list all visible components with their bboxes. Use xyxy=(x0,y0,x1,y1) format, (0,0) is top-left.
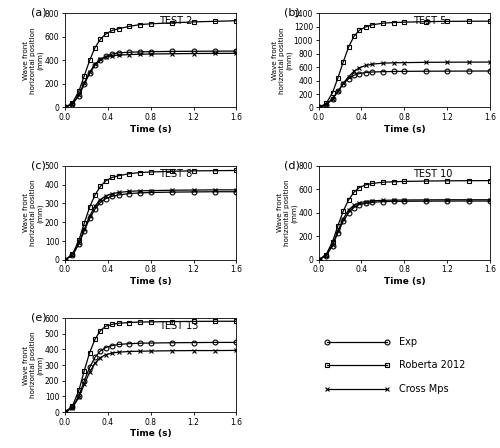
Text: (d): (d) xyxy=(284,160,300,170)
Y-axis label: Wave front
horizontal position
(mm): Wave front horizontal position (mm) xyxy=(23,332,44,398)
X-axis label: Time (s): Time (s) xyxy=(384,125,425,134)
X-axis label: Time (s): Time (s) xyxy=(130,277,172,286)
Text: TEST 13: TEST 13 xyxy=(160,321,198,331)
Text: Exp: Exp xyxy=(399,336,417,347)
X-axis label: Time (s): Time (s) xyxy=(130,125,172,134)
Text: (c): (c) xyxy=(30,160,46,170)
Y-axis label: Wave front
horizontal position
(mm): Wave front horizontal position (mm) xyxy=(23,180,44,246)
Text: (e): (e) xyxy=(30,312,46,323)
Text: Cross Mps: Cross Mps xyxy=(399,383,449,394)
Y-axis label: Wave front
horizontal position
(mm): Wave front horizontal position (mm) xyxy=(23,27,44,94)
X-axis label: Time (s): Time (s) xyxy=(130,430,172,439)
Text: (b): (b) xyxy=(284,8,300,18)
Text: TEST 2: TEST 2 xyxy=(160,16,192,26)
Text: Roberta 2012: Roberta 2012 xyxy=(399,360,466,370)
X-axis label: Time (s): Time (s) xyxy=(384,277,425,286)
Text: (a): (a) xyxy=(30,8,46,18)
Y-axis label: Wave front
horizontal position
(mm): Wave front horizontal position (mm) xyxy=(272,27,292,94)
Y-axis label: Wave front
horizontal position
(mm): Wave front horizontal position (mm) xyxy=(276,180,297,246)
Text: TEST 10: TEST 10 xyxy=(413,168,453,179)
Text: TEST 5: TEST 5 xyxy=(413,16,446,26)
Text: TEST 8: TEST 8 xyxy=(160,168,192,179)
